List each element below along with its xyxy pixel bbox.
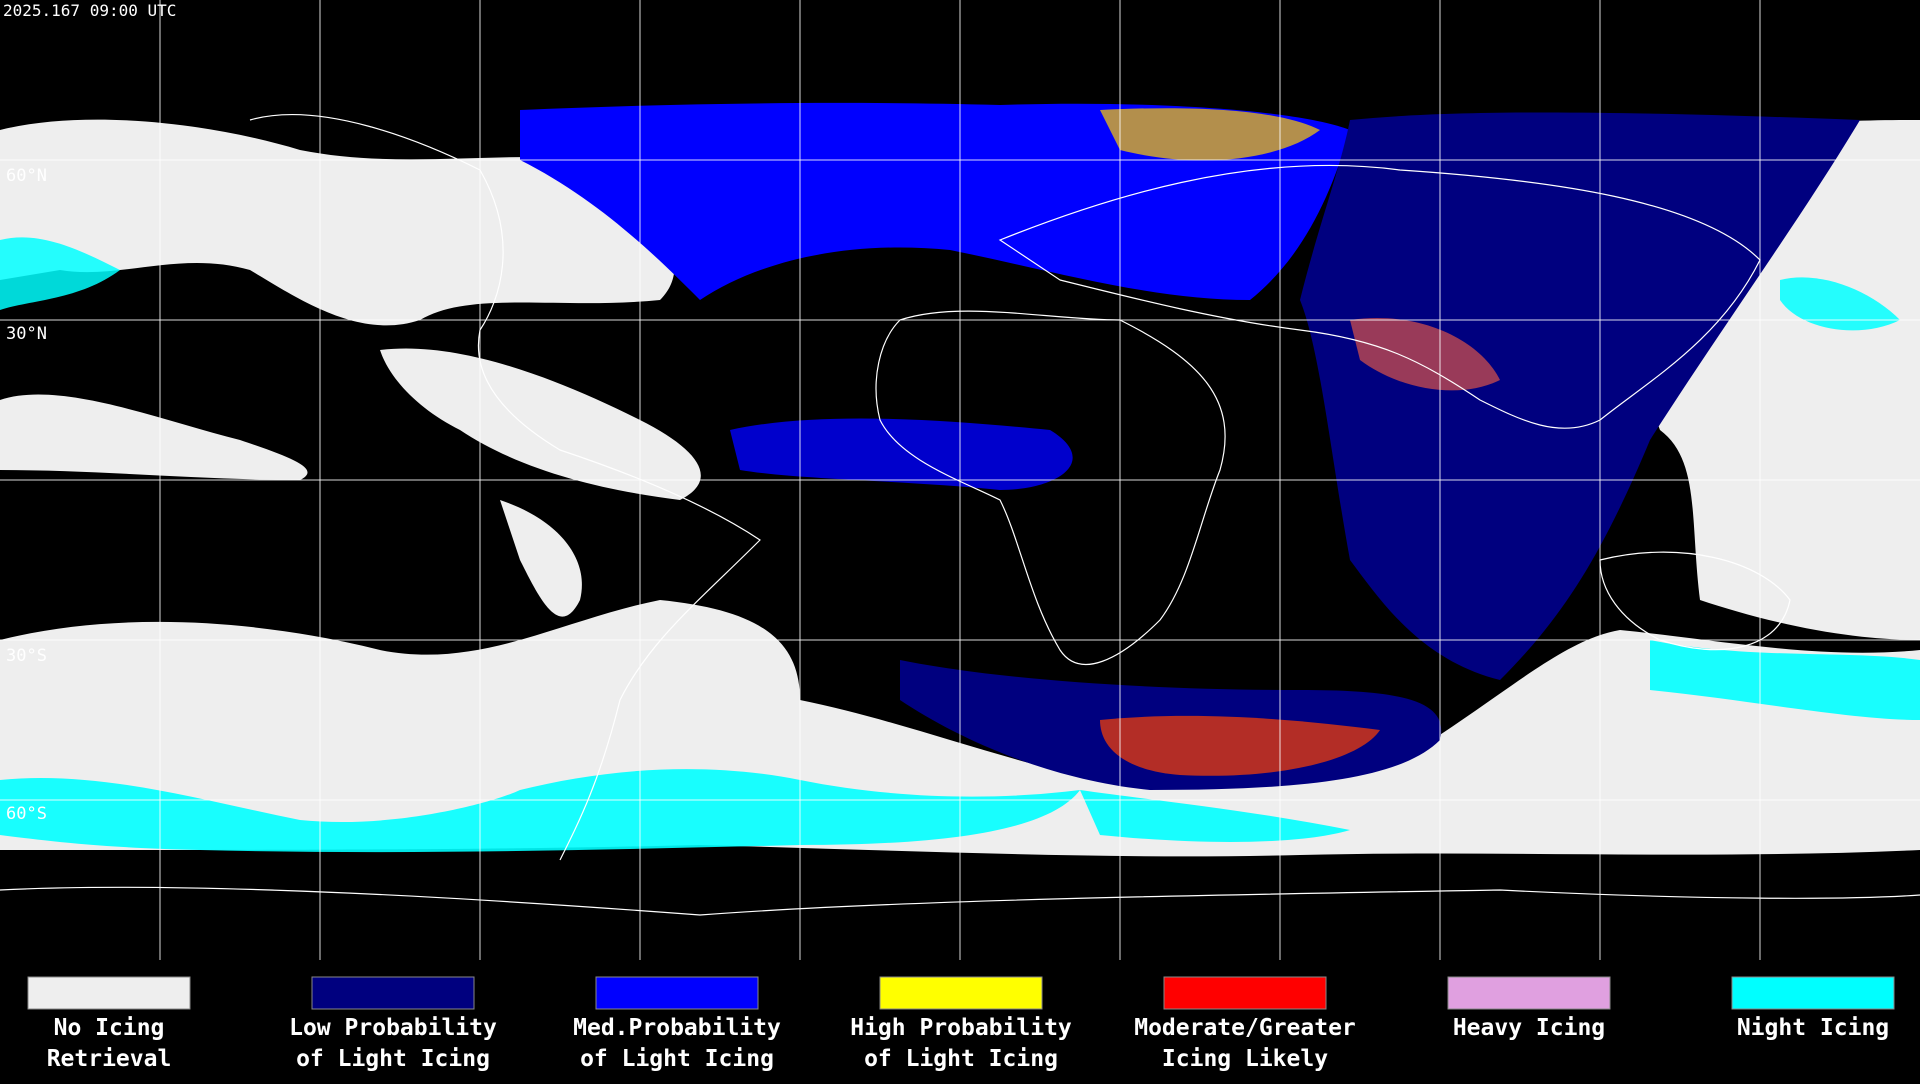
graticule [0,0,1920,960]
night-icing-area [1080,790,1350,842]
legend-label: of Light Icing [864,1046,1058,1072]
legend-label: Heavy Icing [1453,1015,1605,1041]
legend-swatch [595,976,759,1010]
legend-label: No Icing [54,1015,165,1041]
med-icing-area [730,418,1073,490]
legend-label: Icing Likely [1162,1046,1328,1072]
no-icing-area [0,119,675,326]
latitude-label: 30°S [6,646,47,666]
legend-item: High Probability of Light Icing [850,976,1072,1072]
coastline [998,164,1761,429]
latitude-label: 60°N [6,166,47,186]
night-icing-area [1650,640,1920,720]
legend-item: No Icing Retrieval [27,976,191,1072]
no-icing-area [0,394,308,480]
legend-label: High Probability [850,1015,1072,1041]
legend-swatch [27,976,191,1010]
legend-swatch [311,976,475,1010]
legend-label: Low Probability [289,1015,497,1041]
coastline [1599,551,1791,651]
legend-label: of Light Icing [580,1046,774,1072]
timestamp: 2025.167 09:00 UTC [3,1,176,20]
legend-item: Heavy Icing [1447,976,1611,1041]
coastline [0,886,1920,916]
no-icing-area [380,348,701,500]
moderate-icing-area [1100,715,1380,776]
legend-item: Moderate/Greater Icing Likely [1134,976,1356,1072]
latitude-label: 30°N [6,324,47,344]
legend-swatch [1731,976,1895,1010]
legend-label: Night Icing [1737,1015,1889,1041]
latitude-label: 60°S [6,804,47,824]
legend-label: Moderate/Greater [1134,1015,1356,1041]
legend: No Icing Retrieval Low Probability of Light… [27,976,1895,1072]
high-icing-area [1100,108,1320,161]
legend-item: Med.Probability of Light Icing [573,976,781,1072]
night-icing-area [1780,277,1900,331]
legend-label: Retrieval [47,1046,172,1072]
legend-item: Night Icing [1731,976,1895,1041]
night-icing-area [0,237,120,310]
no-icing-area [500,500,582,617]
legend-swatch [1447,976,1611,1010]
night-icing-area [0,769,1080,853]
legend-swatch [1163,976,1327,1010]
moderate-icing-area [1350,318,1500,391]
coastline [875,310,1226,666]
legend-label: of Light Icing [296,1046,490,1072]
legend-label: Med.Probability [573,1015,781,1041]
legend-item: Low Probability of Light Icing [289,976,497,1072]
legend-swatch [879,976,1043,1010]
coastline [249,114,761,861]
